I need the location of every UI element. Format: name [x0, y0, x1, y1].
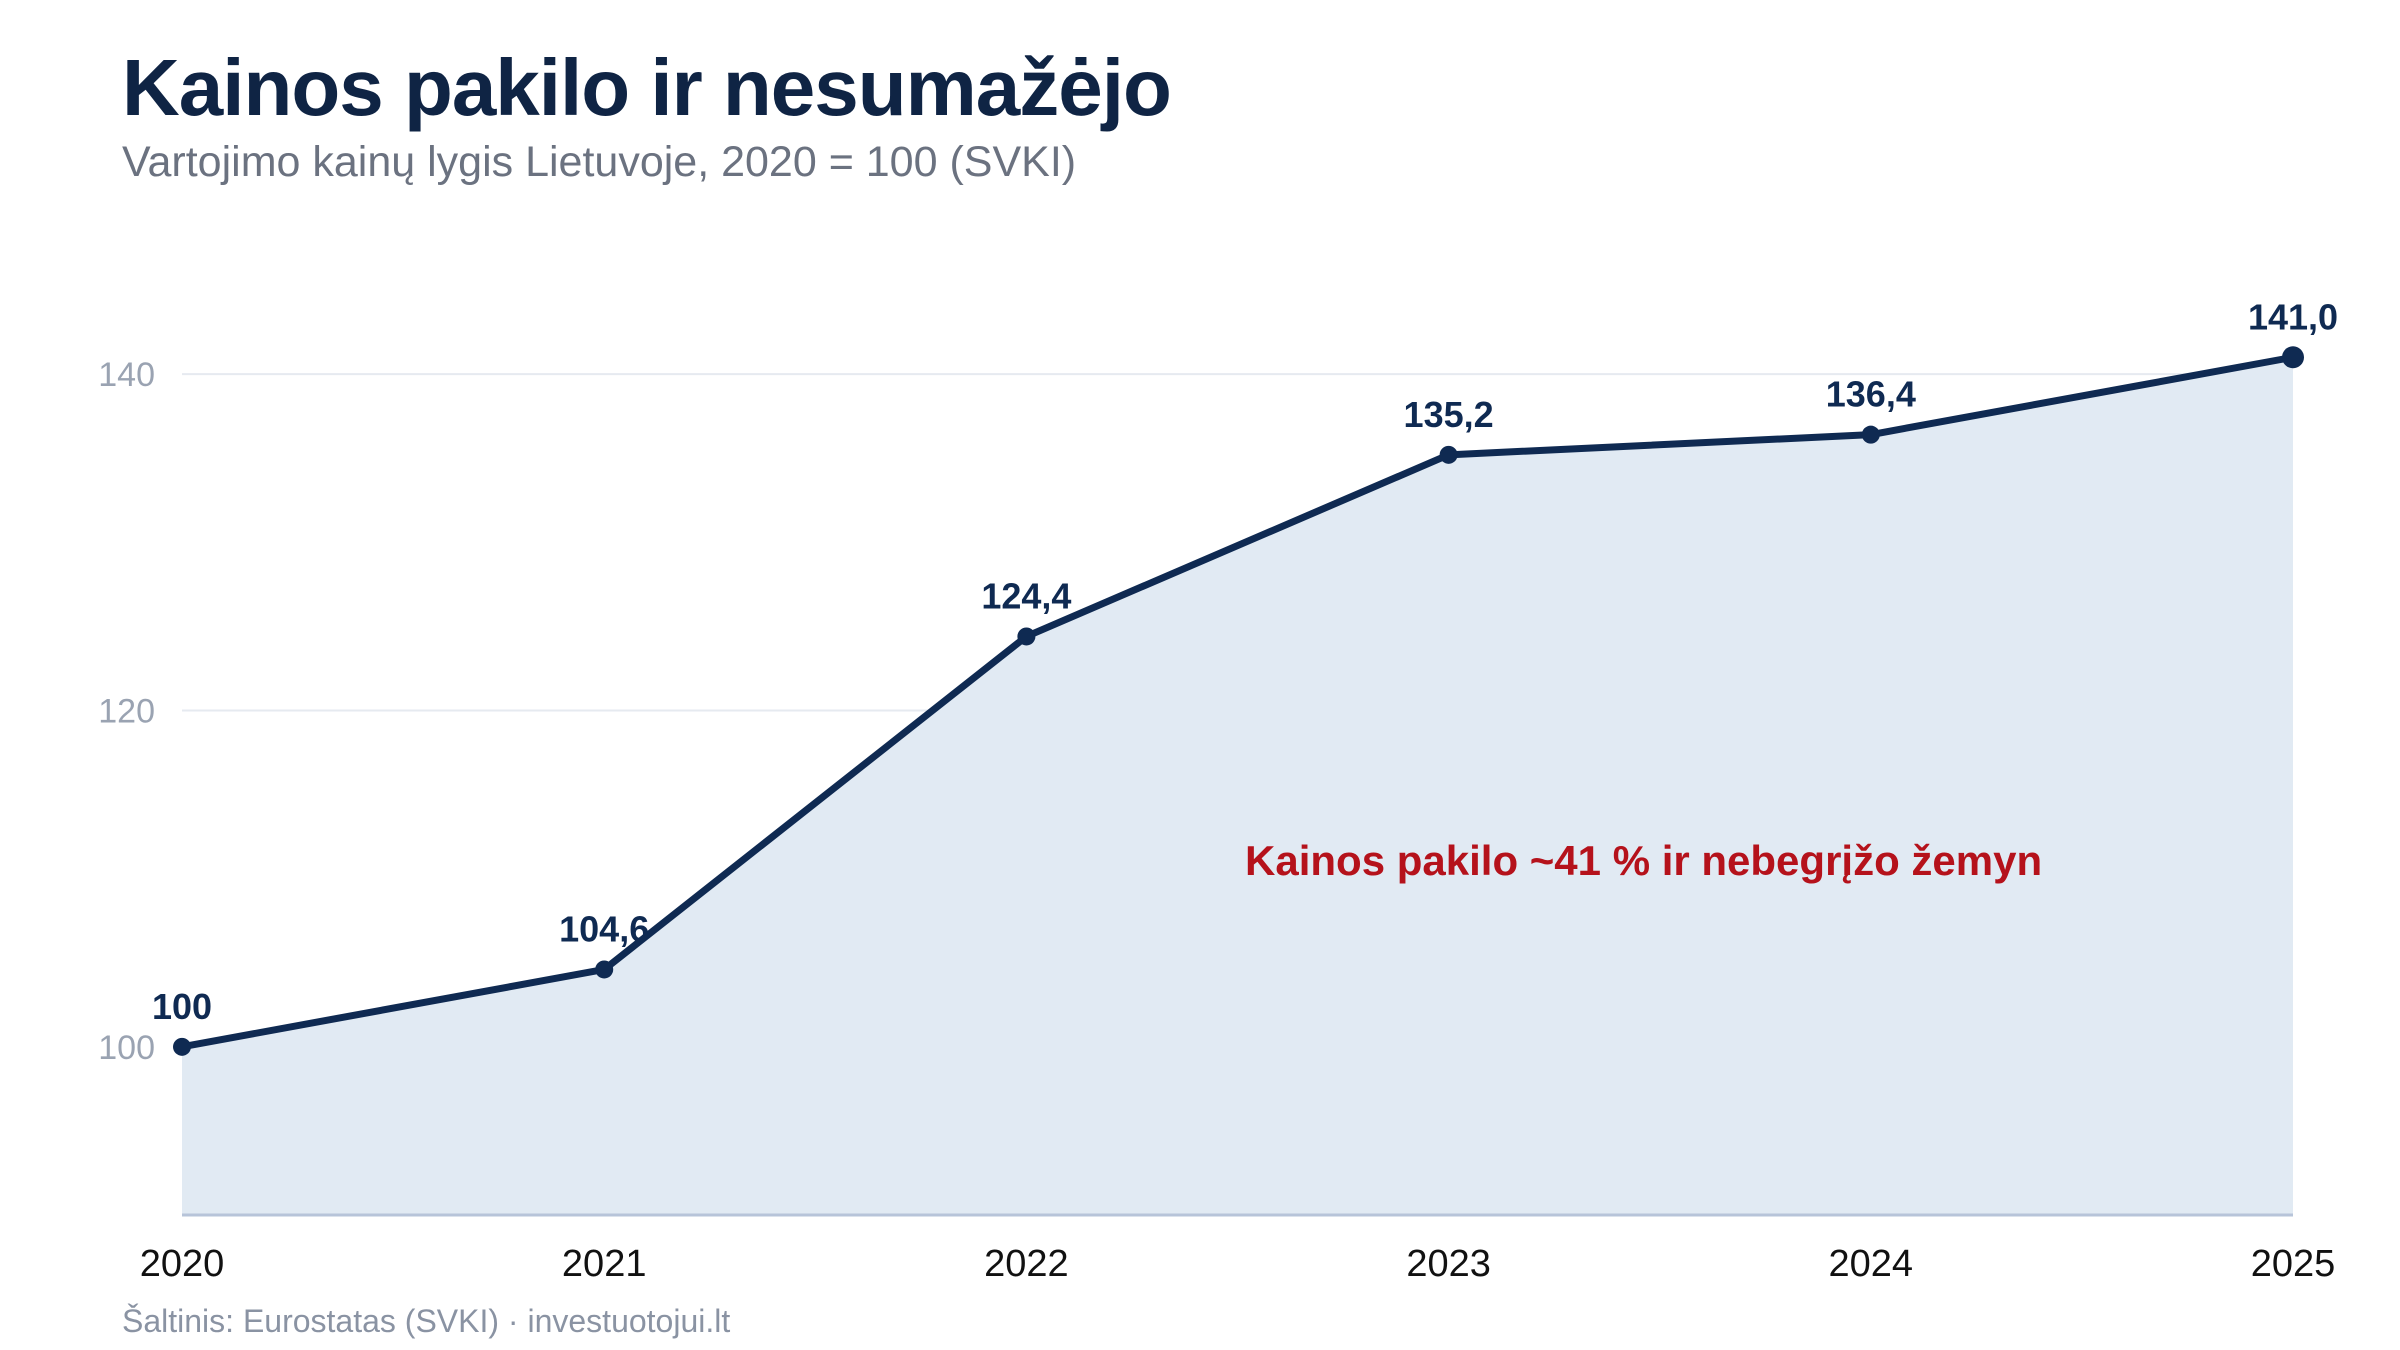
- data-point: [173, 1037, 191, 1056]
- data-label: 104,6: [559, 908, 649, 949]
- y-tick-label: 100: [98, 1029, 155, 1067]
- x-tick-label: 2023: [1406, 1243, 1491, 1285]
- x-tick-label: 2024: [1829, 1243, 1914, 1285]
- data-point: [2282, 346, 2304, 369]
- data-label: 141,0: [2248, 296, 2338, 337]
- annotation-text: Kainos pakilo ~41 % ir nebegrįžo žemyn: [1245, 837, 2042, 884]
- data-label: 135,2: [1404, 394, 1494, 435]
- data-label: 124,4: [981, 575, 1071, 616]
- data-point: [1439, 445, 1458, 464]
- area-fill: [182, 357, 2293, 1216]
- data-label: 136,4: [1826, 374, 1916, 415]
- source-note: Šaltinis: Eurostatas (SVKI) · investuoto…: [122, 1303, 731, 1339]
- data-point: [1017, 627, 1036, 646]
- x-tick-label: 2021: [562, 1243, 647, 1285]
- data-point: [1861, 425, 1880, 444]
- data-point: [595, 960, 614, 979]
- chart-subtitle: Vartojimo kainų lygis Lietuvoje, 2020 = …: [122, 138, 1077, 186]
- y-tick-label: 120: [98, 692, 155, 730]
- y-tick-label: 140: [98, 356, 155, 394]
- x-tick-label: 2020: [140, 1243, 225, 1285]
- x-tick-label: 2022: [984, 1243, 1069, 1285]
- chart-title: Kainos pakilo ir nesumažėjo: [122, 43, 1172, 132]
- data-label: 100: [152, 986, 212, 1027]
- x-tick-label: 2025: [2251, 1243, 2336, 1285]
- series-line: [178, 353, 2297, 1051]
